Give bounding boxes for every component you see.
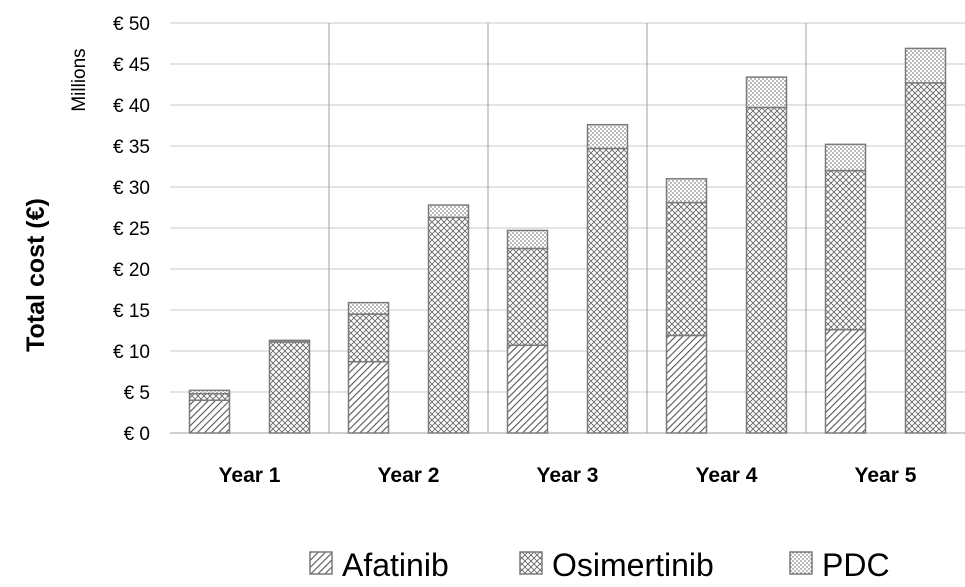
x-tick-label: Year 1 xyxy=(219,464,281,487)
bar-segment-osimertinib-year-3 xyxy=(586,147,629,434)
bars xyxy=(188,47,947,434)
legend-swatch-afatinib xyxy=(309,551,333,575)
bar-segment-osimertinib-year-2 xyxy=(347,313,390,363)
legend-label-osimertinib: Osimertinib xyxy=(552,547,714,582)
x-tick-label: Year 5 xyxy=(855,464,917,487)
y-axis-units-label: Millions xyxy=(69,48,90,111)
bar-segment-pdc-year-2 xyxy=(427,204,470,219)
y-axis-label: Total cost (€) xyxy=(22,198,50,352)
bar-segment-osimertinib-year-5 xyxy=(824,169,867,331)
bar-segment-pdc-year-5 xyxy=(824,143,867,172)
bar-segment-pdc-year-4 xyxy=(745,76,788,109)
y-tick-label: € 0 xyxy=(124,424,150,445)
bar-segment-afatinib-year-2 xyxy=(347,360,390,434)
tick-labels: € 0 € 5 € 10 € 15 € 20 € 25 € 30 € 35 € 40 € 45 € … xyxy=(113,14,917,487)
y-tick-label: € 30 xyxy=(113,178,150,199)
y-tick-label: € 20 xyxy=(113,260,150,281)
legend: Afatinib Osimertinib PDC xyxy=(309,547,890,583)
bar-segment-pdc-year-5 xyxy=(904,47,947,84)
bar-segment-afatinib-year-3 xyxy=(506,344,549,434)
bar-segment-osimertinib-year-4 xyxy=(665,201,708,337)
x-tick-label: Year 3 xyxy=(537,464,599,487)
x-tick-label: Year 2 xyxy=(378,464,440,487)
legend-label-pdc: PDC xyxy=(822,547,890,582)
y-tick-label: € 10 xyxy=(113,342,150,363)
bar-segment-pdc-year-1 xyxy=(268,339,311,343)
y-tick-label: € 15 xyxy=(113,301,150,322)
y-tick-label: € 40 xyxy=(113,96,150,117)
bar-segment-osimertinib-year-1 xyxy=(188,392,231,401)
bar-segment-afatinib-year-1 xyxy=(188,399,231,434)
y-tick-label: € 50 xyxy=(113,14,150,35)
legend-label-afatinib: Afatinib xyxy=(342,547,449,582)
bar-segment-osimertinib-year-4 xyxy=(745,106,788,434)
y-tick-label: € 45 xyxy=(113,55,150,76)
y-tick-label: € 35 xyxy=(113,137,150,158)
bar-segment-afatinib-year-5 xyxy=(824,328,867,434)
bar-segment-osimertinib-year-1 xyxy=(268,341,311,434)
bar-segment-pdc-year-1 xyxy=(188,389,231,395)
bar-segment-osimertinib-year-5 xyxy=(904,82,947,434)
legend-swatch-osimertinib xyxy=(519,551,543,575)
bar-segment-pdc-year-4 xyxy=(665,178,708,204)
bar-segment-pdc-year-3 xyxy=(586,123,629,150)
bar-segment-pdc-year-2 xyxy=(347,301,390,315)
bar-segment-pdc-year-3 xyxy=(506,229,549,250)
bar-segment-osimertinib-year-3 xyxy=(506,247,549,347)
y-tick-label: € 5 xyxy=(124,383,150,404)
x-tick-label: Year 4 xyxy=(696,464,758,487)
bar-segment-osimertinib-year-2 xyxy=(427,216,470,434)
y-tick-label: € 25 xyxy=(113,219,150,240)
bar-segment-afatinib-year-4 xyxy=(665,334,708,434)
legend-swatch-pdc xyxy=(789,551,813,575)
